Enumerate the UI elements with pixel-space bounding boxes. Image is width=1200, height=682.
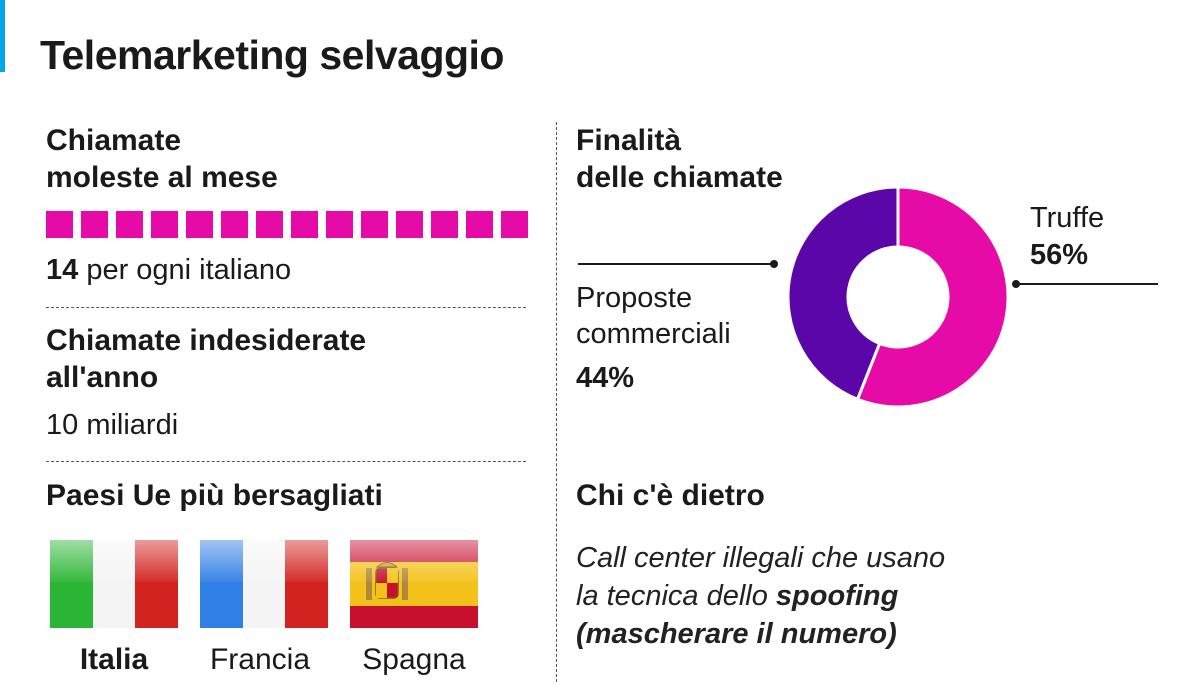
phone-call-icons bbox=[46, 211, 528, 238]
purpose-heading-line2: delle chiamate bbox=[576, 161, 783, 194]
truffe-percentage: 56% bbox=[1030, 239, 1089, 271]
donut-slice-truffe bbox=[855, 185, 1010, 409]
unwanted-calls-heading-line1: Chiamate indesiderate bbox=[46, 324, 367, 357]
divider bbox=[46, 461, 526, 462]
proposte-leader-line bbox=[578, 263, 774, 265]
truffe-leader-dot bbox=[1012, 280, 1020, 288]
call-square-icon bbox=[151, 211, 178, 238]
purpose-heading-line1: Finalità bbox=[576, 124, 682, 157]
calls-per-month-heading-line1: Chiamate bbox=[46, 124, 182, 157]
truffe-leader-line bbox=[1016, 283, 1158, 285]
behind-heading: Chi c'è dietro bbox=[576, 479, 765, 512]
call-square-icon bbox=[431, 211, 458, 238]
accent-bar bbox=[0, 0, 5, 72]
behind-line2-prefix: la tecnica dello bbox=[576, 580, 776, 612]
proposte-leader-dot bbox=[770, 260, 778, 268]
proposte-label-line1: Proposte bbox=[576, 282, 693, 314]
spain-flag bbox=[350, 540, 478, 628]
truffe-label: Truffe bbox=[1030, 202, 1105, 234]
calls-per-month-heading: Chiamate moleste al mese bbox=[46, 122, 278, 196]
calls-per-month-suffix: per ogni italiano bbox=[78, 254, 292, 286]
call-square-icon bbox=[186, 211, 213, 238]
divider bbox=[46, 307, 526, 308]
behind-line2: la tecnica dello spoofing bbox=[576, 578, 898, 615]
country-label-italy: Italia bbox=[79, 643, 149, 676]
countries-heading: Paesi Ue più bersagliati bbox=[46, 479, 383, 512]
call-square-icon bbox=[466, 211, 493, 238]
italy-flag bbox=[50, 540, 178, 628]
unwanted-calls-heading-line2: all'anno bbox=[46, 361, 159, 394]
behind-line1: Call center illegali che usano bbox=[576, 542, 946, 574]
country-label-france: Francia bbox=[209, 643, 311, 676]
call-square-icon bbox=[81, 211, 108, 238]
purpose-donut-chart bbox=[786, 185, 1010, 409]
country-label-spain: Spagna bbox=[362, 643, 466, 676]
call-square-icon bbox=[291, 211, 318, 238]
call-square-icon bbox=[221, 211, 248, 238]
column-divider bbox=[556, 122, 557, 682]
unwanted-calls-heading: Chiamate indesiderate all'anno bbox=[46, 322, 366, 396]
behind-line3-bold: (mascherare il numero) bbox=[576, 618, 897, 650]
purpose-heading: Finalità delle chiamate bbox=[576, 122, 783, 196]
call-square-icon bbox=[46, 211, 73, 238]
call-square-icon bbox=[501, 211, 528, 238]
behind-line3: (mascherare il numero) bbox=[576, 616, 897, 653]
page-title: Telemarketing selvaggio bbox=[40, 32, 504, 78]
behind-line2-bold: spoofing bbox=[775, 580, 899, 612]
calls-per-month-number: 14 bbox=[46, 254, 79, 286]
call-square-icon bbox=[361, 211, 388, 238]
unwanted-calls-value: 10 miliardi bbox=[46, 409, 179, 441]
donut-slice-proposte bbox=[786, 185, 900, 402]
proposte-label-line2: commerciali bbox=[576, 318, 731, 350]
calls-per-month-heading-line2: moleste al mese bbox=[46, 161, 278, 194]
call-square-icon bbox=[116, 211, 143, 238]
calls-per-month-value: 14 per ogni italiano bbox=[46, 252, 291, 288]
call-square-icon bbox=[396, 211, 423, 238]
call-square-icon bbox=[256, 211, 283, 238]
call-square-icon bbox=[326, 211, 353, 238]
proposte-percentage: 44% bbox=[576, 362, 635, 394]
france-flag bbox=[200, 540, 328, 628]
